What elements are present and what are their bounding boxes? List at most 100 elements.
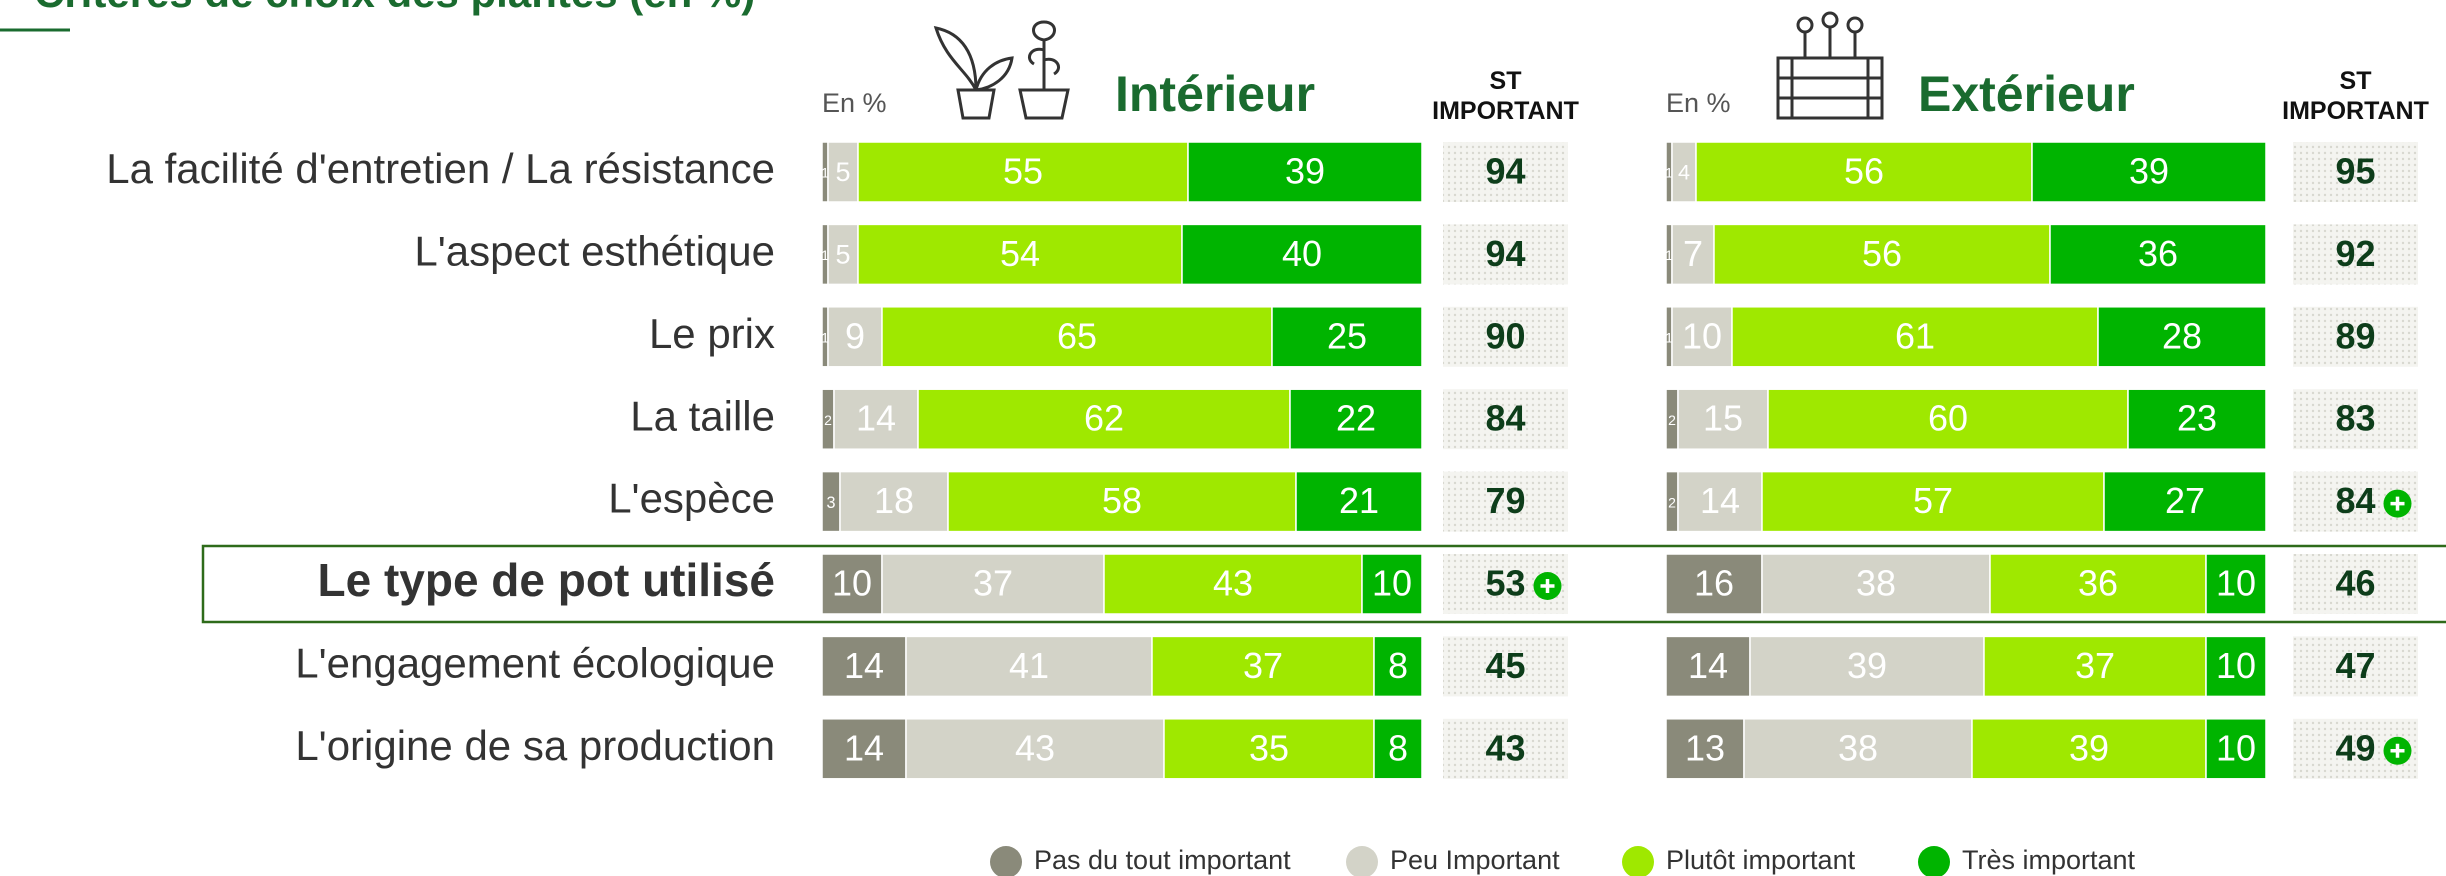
value-label: 37 [2075, 645, 2115, 686]
bar-segment [2205, 635, 2267, 698]
bar-segment [1671, 223, 1715, 286]
bar-segment [1671, 306, 1733, 368]
bar-segment [1695, 141, 2033, 203]
bar-segment [905, 635, 1153, 698]
bar-segment [1361, 553, 1423, 615]
st-value: 95 [2335, 151, 2375, 192]
value-label: 7 [1683, 233, 1703, 274]
bar-segment [1187, 141, 1423, 203]
value-label: 41 [1009, 645, 1049, 686]
st-box [2293, 389, 2418, 450]
st-box [1443, 636, 1568, 697]
bar-segment [881, 553, 1105, 615]
st-box [2293, 224, 2418, 285]
value-label: 39 [2069, 727, 2109, 768]
category-label: Le type de pot utilisé [317, 554, 775, 606]
bar-segment [857, 223, 1183, 286]
bar-segment [2103, 470, 2267, 533]
value-label: 36 [2138, 233, 2178, 274]
st-value: 79 [1485, 480, 1525, 521]
legend-swatch [1918, 846, 1950, 876]
bar-segment [1151, 635, 1375, 698]
value-label: 14 [856, 398, 896, 439]
bar-segment [1271, 306, 1423, 368]
value-label: 10 [2216, 645, 2256, 686]
value-label: 35 [1249, 727, 1289, 768]
st-header-line: ST [2340, 67, 2372, 95]
value-label: 36 [2078, 563, 2118, 604]
bar-segment [2097, 306, 2267, 368]
st-value: 89 [2335, 315, 2375, 356]
st-box [1443, 142, 1568, 202]
value-label: 37 [1243, 645, 1283, 686]
legend-label: Pas du tout important [1034, 845, 1291, 875]
bar-segment [827, 141, 859, 203]
bar-segment [2127, 388, 2267, 450]
st-value: 84 [2335, 480, 2375, 521]
category-label: La taille [630, 392, 775, 439]
bar-segment [2049, 223, 2267, 286]
value-label: 1 [1665, 330, 1673, 346]
value-label: 1 [821, 247, 829, 263]
unit-label: En % [822, 88, 887, 118]
st-header: ST IMPORTANT [2282, 67, 2429, 125]
chart-title: Critères de choix des plantes (en %) [34, 0, 755, 16]
value-label: 10 [1372, 563, 1412, 604]
st-header-line: ST [1490, 67, 1522, 95]
st-value: 46 [2335, 563, 2375, 604]
value-label: 43 [1015, 727, 1055, 768]
unit-label: En % [1666, 88, 1731, 118]
bar-segment [839, 470, 949, 533]
bar-segment [2205, 718, 2267, 780]
category-label: L'espèce [608, 475, 775, 522]
st-box [2293, 636, 2418, 697]
legend-label: Peu Important [1390, 845, 1560, 875]
significance-plus [1540, 579, 1555, 593]
st-value: 45 [1485, 645, 1525, 686]
value-label: 14 [1700, 480, 1740, 521]
value-label: 3 [826, 494, 835, 512]
st-box [2293, 554, 2418, 614]
value-label: 14 [844, 727, 884, 768]
category-label: Le prix [649, 310, 775, 357]
value-label: 8 [1388, 727, 1408, 768]
value-label: 14 [1688, 645, 1728, 686]
st-box [1443, 306, 1568, 367]
value-label: 2 [824, 412, 832, 428]
value-label: 37 [973, 563, 1013, 604]
value-label: 1 [821, 330, 829, 346]
legend-swatch [1346, 846, 1378, 876]
st-value: 43 [1485, 727, 1525, 768]
value-label: 1 [821, 165, 829, 181]
value-label: 62 [1084, 398, 1124, 439]
value-label: 21 [1339, 480, 1379, 521]
value-label: 22 [1336, 398, 1376, 439]
value-label: 43 [1213, 563, 1253, 604]
category-label: L'engagement écologique [295, 639, 775, 686]
value-label: 54 [1000, 233, 1040, 274]
value-label: 38 [1838, 727, 1878, 768]
category-label: L'aspect esthétique [414, 227, 775, 274]
bar-segment [1665, 553, 1763, 615]
st-value: 83 [2335, 398, 2375, 439]
legend-label: Plutôt important [1666, 845, 1856, 875]
value-label: 16 [1694, 563, 1734, 604]
value-label: 10 [1682, 315, 1722, 356]
value-label: 58 [1102, 480, 1142, 521]
bar-segment [881, 306, 1273, 368]
st-box [2293, 142, 2418, 202]
value-label: 5 [835, 240, 850, 270]
bar-segment [1749, 635, 1985, 698]
value-label: 56 [1844, 151, 1884, 192]
value-label: 9 [845, 315, 865, 356]
st-header-line: IMPORTANT [2282, 97, 2429, 125]
bar-segment [905, 718, 1165, 780]
bar-segment [1665, 635, 1751, 698]
st-header: ST IMPORTANT [1432, 67, 1579, 125]
value-label: 2 [1668, 494, 1676, 510]
st-box [1443, 224, 1568, 285]
value-label: 57 [1913, 480, 1953, 521]
bar-segment [2205, 553, 2267, 615]
st-box [1443, 389, 1568, 450]
